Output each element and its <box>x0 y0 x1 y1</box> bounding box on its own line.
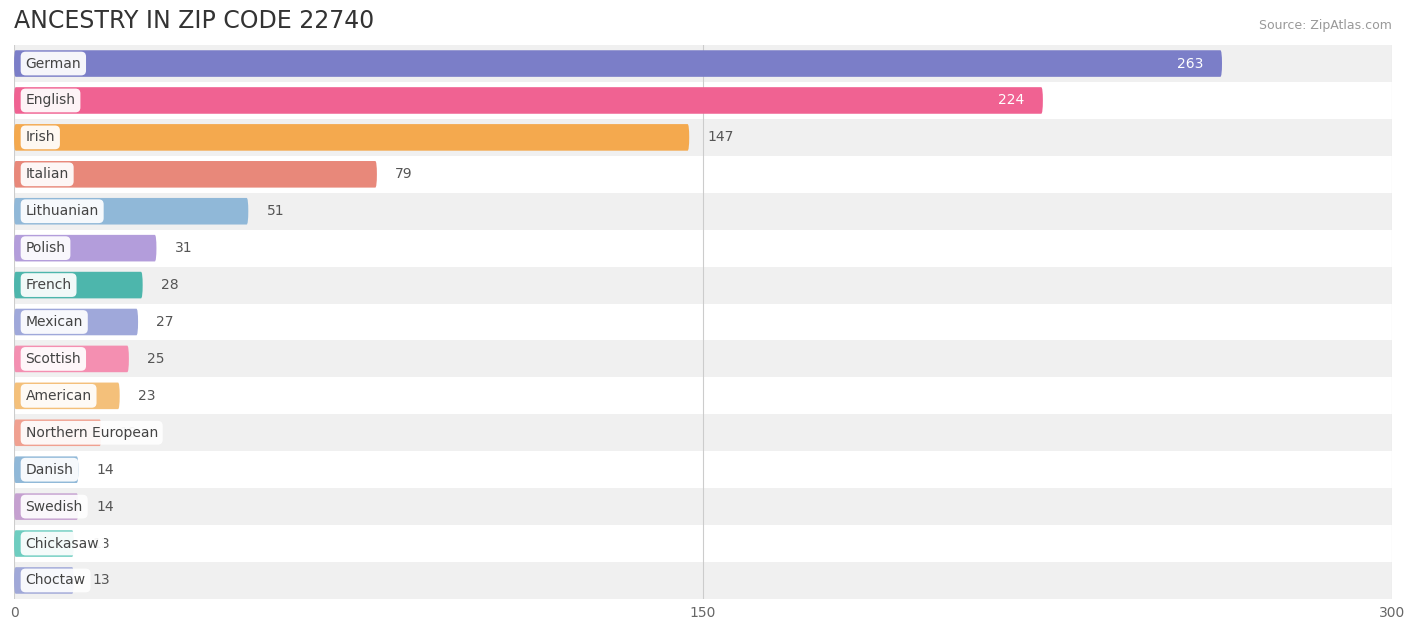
Text: German: German <box>25 57 82 71</box>
Text: Source: ZipAtlas.com: Source: ZipAtlas.com <box>1258 19 1392 32</box>
Text: 14: 14 <box>97 500 114 514</box>
Bar <box>14 525 1392 562</box>
FancyBboxPatch shape <box>14 235 156 261</box>
Bar <box>14 119 1392 156</box>
Bar <box>14 267 1392 303</box>
Text: Mexican: Mexican <box>25 315 83 329</box>
Bar <box>14 414 1392 451</box>
Text: Polish: Polish <box>25 241 66 255</box>
Text: 224: 224 <box>998 93 1025 108</box>
Text: 25: 25 <box>148 352 165 366</box>
Text: Choctaw: Choctaw <box>25 573 86 587</box>
Text: 23: 23 <box>138 389 156 403</box>
Bar <box>14 562 1392 599</box>
Text: 147: 147 <box>707 130 734 144</box>
Bar <box>14 377 1392 414</box>
FancyBboxPatch shape <box>14 530 73 557</box>
Text: ANCESTRY IN ZIP CODE 22740: ANCESTRY IN ZIP CODE 22740 <box>14 10 374 33</box>
Bar <box>14 488 1392 525</box>
FancyBboxPatch shape <box>14 272 142 298</box>
Text: 19: 19 <box>120 426 138 440</box>
Bar <box>14 341 1392 377</box>
FancyBboxPatch shape <box>14 50 1222 77</box>
Bar <box>14 230 1392 267</box>
Bar <box>14 303 1392 341</box>
Text: 263: 263 <box>1177 57 1204 71</box>
FancyBboxPatch shape <box>14 457 79 483</box>
Text: Italian: Italian <box>25 167 69 182</box>
Text: 13: 13 <box>93 573 110 587</box>
FancyBboxPatch shape <box>14 308 138 336</box>
Text: Northern European: Northern European <box>25 426 157 440</box>
Bar <box>14 193 1392 230</box>
Text: Danish: Danish <box>25 462 73 477</box>
FancyBboxPatch shape <box>14 346 129 372</box>
Text: 79: 79 <box>395 167 413 182</box>
Text: 31: 31 <box>174 241 193 255</box>
Text: Swedish: Swedish <box>25 500 83 514</box>
Bar <box>14 45 1392 82</box>
Text: Scottish: Scottish <box>25 352 82 366</box>
Text: Chickasaw: Chickasaw <box>25 536 100 551</box>
Text: 13: 13 <box>93 536 110 551</box>
Text: Irish: Irish <box>25 130 55 144</box>
FancyBboxPatch shape <box>14 383 120 409</box>
Text: 51: 51 <box>267 204 284 218</box>
Text: American: American <box>25 389 91 403</box>
Text: French: French <box>25 278 72 292</box>
Text: 28: 28 <box>162 278 179 292</box>
Bar <box>14 451 1392 488</box>
FancyBboxPatch shape <box>14 87 1043 114</box>
FancyBboxPatch shape <box>14 124 689 151</box>
FancyBboxPatch shape <box>14 198 249 225</box>
Text: 14: 14 <box>97 462 114 477</box>
Text: Lithuanian: Lithuanian <box>25 204 98 218</box>
Text: 27: 27 <box>156 315 174 329</box>
FancyBboxPatch shape <box>14 567 73 594</box>
Bar <box>14 82 1392 119</box>
Bar <box>14 156 1392 193</box>
FancyBboxPatch shape <box>14 419 101 446</box>
Text: English: English <box>25 93 76 108</box>
FancyBboxPatch shape <box>14 493 79 520</box>
FancyBboxPatch shape <box>14 161 377 187</box>
